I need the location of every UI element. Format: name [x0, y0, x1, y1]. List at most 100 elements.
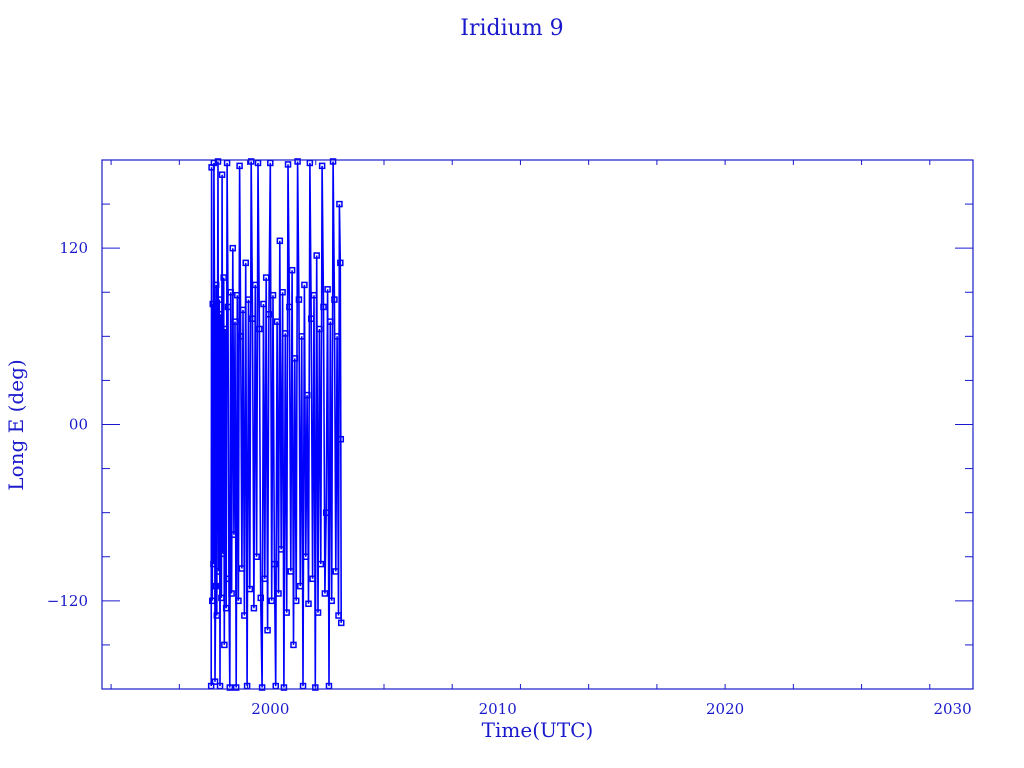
data-point	[333, 333, 341, 340]
data-point	[262, 274, 270, 281]
data-point	[237, 333, 244, 340]
data-point	[215, 568, 222, 575]
data-point	[213, 612, 221, 619]
data-point	[271, 560, 278, 568]
x-tick-label: 2030	[933, 700, 971, 718]
data-point	[252, 281, 259, 289]
data-point	[290, 641, 297, 649]
data-point	[257, 594, 264, 602]
data-point	[305, 600, 312, 608]
data-point	[239, 306, 247, 314]
data-point	[221, 641, 228, 649]
data-point	[232, 684, 240, 691]
data-point	[275, 590, 282, 597]
data-point	[227, 289, 234, 296]
data-point	[297, 582, 304, 590]
data-point	[310, 291, 318, 299]
data-point	[337, 259, 344, 267]
data-point	[307, 315, 315, 322]
data-point	[249, 315, 256, 322]
data-point	[302, 553, 310, 560]
data-point	[253, 553, 260, 560]
data-point	[331, 296, 338, 303]
data-point	[286, 303, 293, 311]
x-axis-label: Time(UTC)	[481, 718, 594, 742]
data-point	[258, 684, 266, 691]
data-point	[219, 550, 227, 558]
data-point	[265, 311, 273, 318]
data-point	[328, 597, 335, 605]
data-point	[301, 281, 308, 289]
data-point	[298, 333, 305, 340]
data-point	[228, 590, 235, 597]
data-point	[327, 318, 334, 325]
chart-title: Iridium 9	[460, 16, 564, 41]
data-point	[273, 318, 281, 325]
data-point	[235, 597, 242, 605]
data-point	[214, 333, 221, 340]
data-point	[309, 575, 316, 583]
data-point	[212, 281, 220, 289]
data-point	[225, 575, 233, 583]
data-point	[282, 330, 289, 337]
data-point	[288, 266, 296, 274]
data-point	[318, 162, 326, 170]
data-point	[217, 311, 224, 318]
data-point	[292, 597, 300, 605]
data-point	[247, 158, 255, 165]
x-tick-label: 2000	[251, 700, 289, 718]
data-point	[211, 318, 218, 325]
data-point	[279, 289, 286, 296]
data-point	[280, 684, 288, 691]
y-tick-label: −120	[47, 592, 88, 610]
data-point	[264, 626, 271, 634]
data-point	[321, 590, 329, 597]
data-point	[222, 325, 229, 333]
data-point	[234, 291, 241, 299]
x-tick-label: 2010	[479, 700, 517, 718]
data-point	[229, 244, 237, 252]
data-point	[236, 162, 243, 170]
data-point	[291, 355, 299, 362]
data-point	[316, 325, 323, 333]
axes: 120 00 −120 2000 2010 2020 2030	[47, 160, 973, 718]
x-tick-label: 2020	[706, 700, 744, 718]
data-point	[277, 546, 285, 553]
data-point	[230, 531, 238, 538]
data-point	[322, 509, 330, 516]
series-line	[210, 161, 342, 688]
data-point	[211, 678, 219, 685]
data-point	[214, 158, 222, 165]
data-point	[224, 303, 232, 311]
y-tick-label: 00	[69, 416, 88, 434]
data-point	[220, 274, 227, 281]
data-point	[246, 585, 254, 593]
data-point	[245, 296, 252, 303]
data-point	[324, 286, 331, 293]
data-point	[276, 237, 284, 245]
data-point	[209, 597, 216, 605]
data-point	[336, 200, 343, 208]
data-point	[335, 612, 342, 619]
data-point	[283, 609, 290, 616]
data-point	[209, 300, 217, 308]
data-point	[218, 594, 225, 602]
data-point	[294, 158, 301, 165]
data-point	[238, 565, 246, 572]
data-point	[284, 161, 292, 168]
data-point	[332, 568, 340, 575]
data-point	[303, 391, 311, 399]
data-point	[314, 609, 322, 616]
data-point	[295, 296, 303, 303]
data-point	[241, 612, 248, 619]
data-point	[212, 582, 219, 590]
data-point	[231, 318, 239, 325]
data-point	[317, 560, 325, 568]
data-point	[337, 619, 345, 627]
data-point	[261, 575, 269, 583]
data-point	[329, 158, 337, 165]
data-point	[269, 291, 277, 299]
data-point	[226, 684, 234, 691]
data-point	[250, 604, 258, 612]
